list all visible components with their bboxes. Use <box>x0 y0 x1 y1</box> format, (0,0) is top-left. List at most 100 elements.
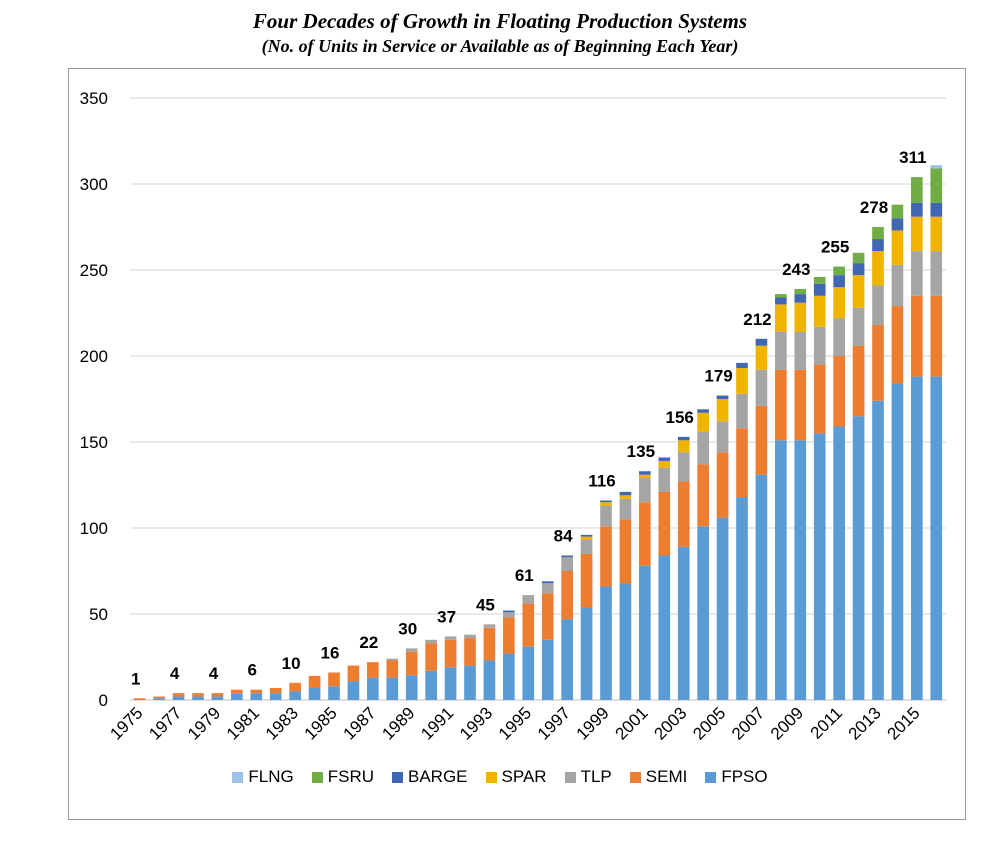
bar-segment-fpso-1979 <box>211 696 224 700</box>
bar-segment-spar-2015 <box>911 216 923 252</box>
x-tick-label-1977: 1977 <box>145 703 185 743</box>
bar-segment-fpso-2012 <box>852 416 865 700</box>
bar-segment-semi-2000 <box>619 519 632 584</box>
legend-label-barge: BARGE <box>408 767 468 786</box>
bar-segment-tlp-2004 <box>697 431 709 465</box>
bar-segment-barge-2007 <box>755 338 768 346</box>
x-tick-label-1997: 1997 <box>534 703 574 743</box>
bar-segment-tlp-1996 <box>541 583 554 594</box>
bar-segment-fpso-1976 <box>153 698 165 700</box>
data-label-1981: 6 <box>248 661 257 680</box>
x-tick-label-1991: 1991 <box>417 703 457 743</box>
bar-segment-spar-2012 <box>852 275 865 308</box>
bar-segment-fpso-1997 <box>561 619 573 700</box>
bar-segment-semi-2005 <box>716 452 729 518</box>
bar-segment-semi-1989 <box>405 651 418 676</box>
bar-segment-fpso-2006 <box>736 497 748 700</box>
bar-segment-fsru-2011 <box>833 266 845 276</box>
bar-segment-tlp-2000 <box>619 498 632 520</box>
data-label-2015: 311 <box>899 148 926 167</box>
bar-segment-fpso-2002 <box>658 555 671 700</box>
bar-segment-barge-1997 <box>561 555 573 558</box>
bar-segment-tlp-2007 <box>755 369 768 406</box>
legend-label-fpso: FPSO <box>721 767 768 786</box>
data-label-1989: 30 <box>398 619 417 638</box>
bar-segment-fpso-2013 <box>872 400 884 700</box>
bar-segment-tlp-2010 <box>813 326 826 365</box>
bar-segment-semi-1979 <box>211 693 224 697</box>
bar-segment-barge-2006 <box>736 362 748 369</box>
bar-segment-fpso-1989 <box>405 675 418 700</box>
bar-segment-tlp-1993 <box>483 624 496 628</box>
bar-segment-fpso-2003 <box>677 546 690 700</box>
x-tick-label-2007: 2007 <box>728 703 768 743</box>
bar-segment-tlp-1997 <box>561 557 573 571</box>
x-tick-label-2013: 2013 <box>845 703 885 743</box>
bar-segment-tlp-2008 <box>775 331 787 370</box>
bar-segment-fsru-2014 <box>891 204 904 219</box>
bar-segment-semi-2010 <box>813 364 826 434</box>
bar-segment-tlp-2015 <box>911 251 923 296</box>
bar-segment-tlp-1988 <box>386 658 399 661</box>
data-label-1977: 4 <box>170 664 180 683</box>
bar-segment-fpso-1999 <box>600 586 612 700</box>
legend-swatch-fsru <box>311 771 323 783</box>
data-label-2001: 135 <box>627 442 655 461</box>
x-tick-label-2001: 2001 <box>612 703 652 743</box>
data-label-1987: 22 <box>359 633 378 652</box>
bar-segment-barge-2008 <box>775 297 787 305</box>
bar-segment-semi-1980 <box>231 689 243 694</box>
legend-label-semi: SEMI <box>645 767 688 786</box>
y-tick-label: 300 <box>80 175 108 194</box>
chart-title: Four Decades of Growth in Floating Produ… <box>252 9 748 33</box>
x-tick-label-2011: 2011 <box>807 703 846 742</box>
bar-segment-semi-2008 <box>775 369 787 441</box>
bar-segment-fpso-2009 <box>794 440 807 700</box>
x-tick-label-2003: 2003 <box>650 703 690 743</box>
bar-segment-semi-1996 <box>541 593 554 640</box>
bar-segment-tlp-1998 <box>580 540 593 554</box>
y-tick-label: 0 <box>99 691 108 710</box>
bar-segment-semi-1997 <box>561 571 573 620</box>
bar-segment-fpso-2001 <box>639 565 651 700</box>
bar-segment-fpso-1998 <box>580 607 593 700</box>
bar-segment-fpso-1981 <box>250 693 263 700</box>
bar-segment-spar-2002 <box>658 460 671 468</box>
bar-segment-semi-1975 <box>133 698 146 700</box>
x-tick-label-1975: 1975 <box>106 703 146 743</box>
bar-segment-barge-2000 <box>619 491 632 496</box>
y-tick-label: 200 <box>80 347 108 366</box>
legend-item-spar: SPAR <box>485 767 547 787</box>
bar-segment-semi-2002 <box>658 491 671 556</box>
bar-segment-semi-2011 <box>833 356 845 427</box>
bar-segment-barge-2016 <box>930 202 943 217</box>
bar-segment-tlp-2014 <box>891 264 904 307</box>
bar-segment-fsru-2016 <box>930 168 943 203</box>
bar-segment-semi-2006 <box>736 428 748 498</box>
legend-swatch-spar <box>485 771 497 783</box>
bar-segment-spar-1999 <box>600 502 612 506</box>
bar-segment-spar-2003 <box>677 440 690 453</box>
data-label-1985: 16 <box>321 643 340 662</box>
bar-segment-spar-2010 <box>813 295 826 327</box>
bar-segment-fpso-2014 <box>891 383 904 700</box>
bar-segment-fpso-1978 <box>192 696 204 700</box>
x-tick-label-1981: 1981 <box>223 703 263 743</box>
bar-segment-semi-1992 <box>464 638 476 666</box>
bar-segment-barge-1999 <box>600 500 612 503</box>
bar-segment-semi-1991 <box>444 639 457 668</box>
bar-segment-spar-2005 <box>716 399 729 422</box>
bar-segment-barge-2005 <box>716 395 729 399</box>
chart-subtitle: (No. of Units in Service or Available as… <box>261 36 739 56</box>
legend-swatch-fpso <box>705 771 717 783</box>
bar-segment-semi-1985 <box>328 672 340 687</box>
y-tick-label: 150 <box>80 433 108 452</box>
y-tick-label: 50 <box>89 605 108 624</box>
bar-segment-semi-1990 <box>425 643 437 671</box>
bar-segment-fpso-2008 <box>775 440 787 700</box>
data-label-1979: 4 <box>209 664 219 683</box>
chart-legend: FLNG FSRU BARGE SPAR TLP SEMI FPSO <box>0 764 1000 790</box>
bar-segment-fpso-1990 <box>425 670 437 700</box>
data-label-1999: 116 <box>588 471 615 490</box>
